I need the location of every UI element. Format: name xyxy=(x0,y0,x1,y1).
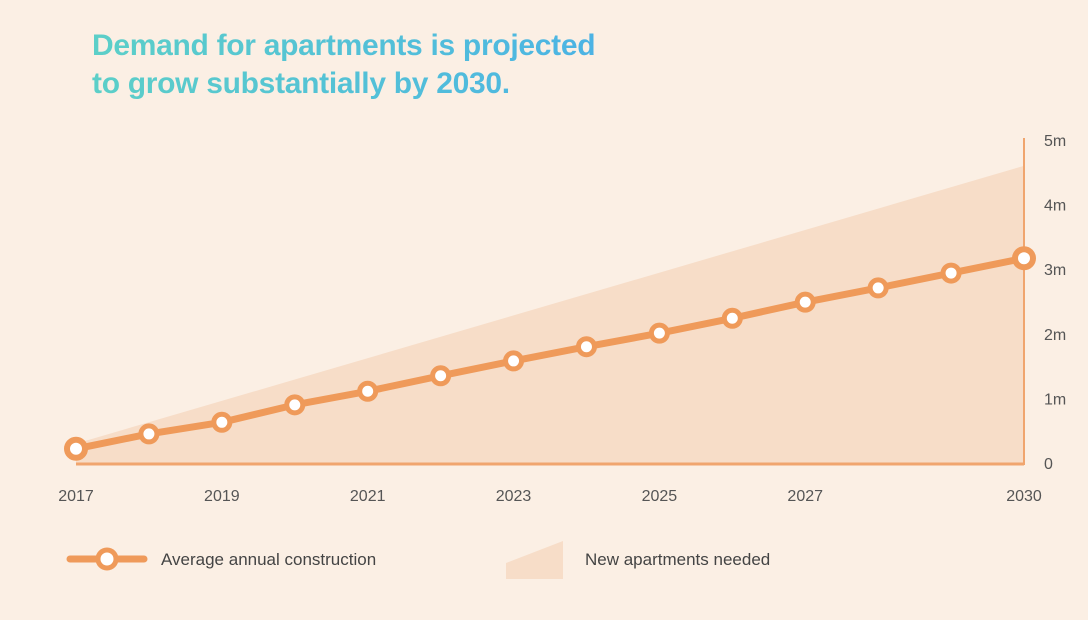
data-point-marker xyxy=(1012,246,1036,271)
x-tick-label: 2021 xyxy=(350,488,386,505)
data-point-marker xyxy=(64,436,88,461)
area-layer xyxy=(76,165,1024,463)
x-tick-label: 2019 xyxy=(204,488,240,505)
x-axis-ticks: 2017 2019 2021 2023 2025 2027 2030 xyxy=(58,488,1042,505)
x-tick-label: 2023 xyxy=(496,488,532,505)
line-layer xyxy=(72,254,1028,453)
data-point-marker xyxy=(138,423,160,445)
y-tick-label: 5m xyxy=(1044,133,1066,150)
area-swatch-icon xyxy=(506,541,563,579)
y-tick-label: 1m xyxy=(1044,391,1066,408)
line-average-annual-construction xyxy=(72,254,1028,453)
legend-label-needed: New apartments needed xyxy=(585,550,770,569)
legend: Average annual construction New apartmen… xyxy=(66,541,770,579)
data-point-marker xyxy=(430,365,452,387)
x-tick-label: 2017 xyxy=(58,488,94,505)
line-marker-icon xyxy=(66,547,148,571)
y-tick-label: 0 xyxy=(1044,456,1053,473)
data-point-marker xyxy=(648,322,670,344)
y-tick-label: 2m xyxy=(1044,327,1066,344)
x-tick-label: 2030 xyxy=(1006,488,1042,505)
data-point-marker xyxy=(503,350,525,372)
data-point-marker xyxy=(357,380,379,402)
data-point-marker xyxy=(794,291,816,313)
data-point-marker xyxy=(867,277,889,299)
y-axis-ticks: 0 1m 2m 3m 4m 5m xyxy=(1044,133,1066,473)
legend-item-construction[interactable]: Average annual construction xyxy=(66,547,376,571)
x-tick-label: 2025 xyxy=(642,488,678,505)
legend-item-needed[interactable]: New apartments needed xyxy=(506,541,770,579)
legend-label-construction: Average annual construction xyxy=(161,550,376,569)
data-point-marker xyxy=(721,307,743,329)
data-point-marker xyxy=(211,411,233,433)
data-point-marker xyxy=(575,336,597,358)
marker-layer xyxy=(64,246,1036,461)
area-new-apartments-needed xyxy=(76,165,1024,463)
y-tick-label: 4m xyxy=(1044,198,1066,215)
x-tick-label: 2027 xyxy=(787,488,823,505)
data-point-marker xyxy=(940,262,962,284)
y-tick-label: 3m xyxy=(1044,262,1066,279)
axis-layer xyxy=(76,138,1025,466)
data-point-marker xyxy=(284,394,306,416)
